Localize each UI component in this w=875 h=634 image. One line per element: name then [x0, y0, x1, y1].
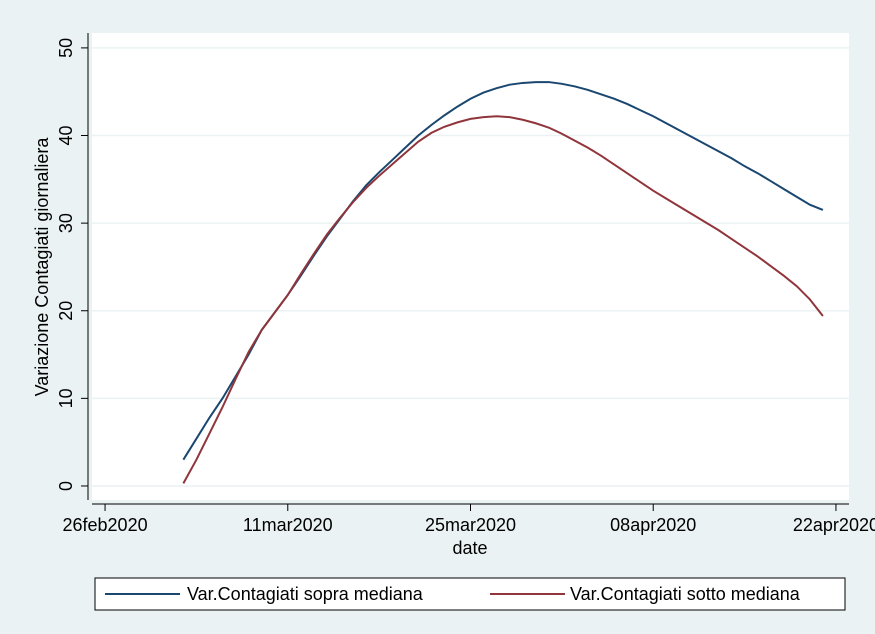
x-axis-title: date [452, 538, 487, 558]
x-tick-label: 08apr2020 [610, 515, 696, 535]
legend-label: Var.Contagiati sopra mediana [187, 584, 424, 604]
y-tick-label: 30 [56, 213, 76, 233]
x-tick-label: 26feb2020 [63, 515, 148, 535]
y-tick-label: 20 [56, 301, 76, 321]
y-tick-label: 50 [56, 38, 76, 58]
series-line [182, 115, 824, 484]
x-tick-label: 11mar2020 [243, 515, 333, 535]
plot-area [92, 33, 849, 500]
x-tick-label: 22apr2020 [793, 515, 875, 535]
y-tick-label: 40 [56, 125, 76, 145]
legend-label: Var.Contagiati sotto mediana [570, 584, 801, 604]
legend-box [94, 577, 846, 611]
y-axis-title: Variazione Contagiati giornaliera [32, 137, 52, 397]
y-tick-label: 0 [56, 481, 76, 491]
y-tick-label: 10 [56, 388, 76, 408]
x-tick-label: 25mar2020 [425, 515, 516, 535]
